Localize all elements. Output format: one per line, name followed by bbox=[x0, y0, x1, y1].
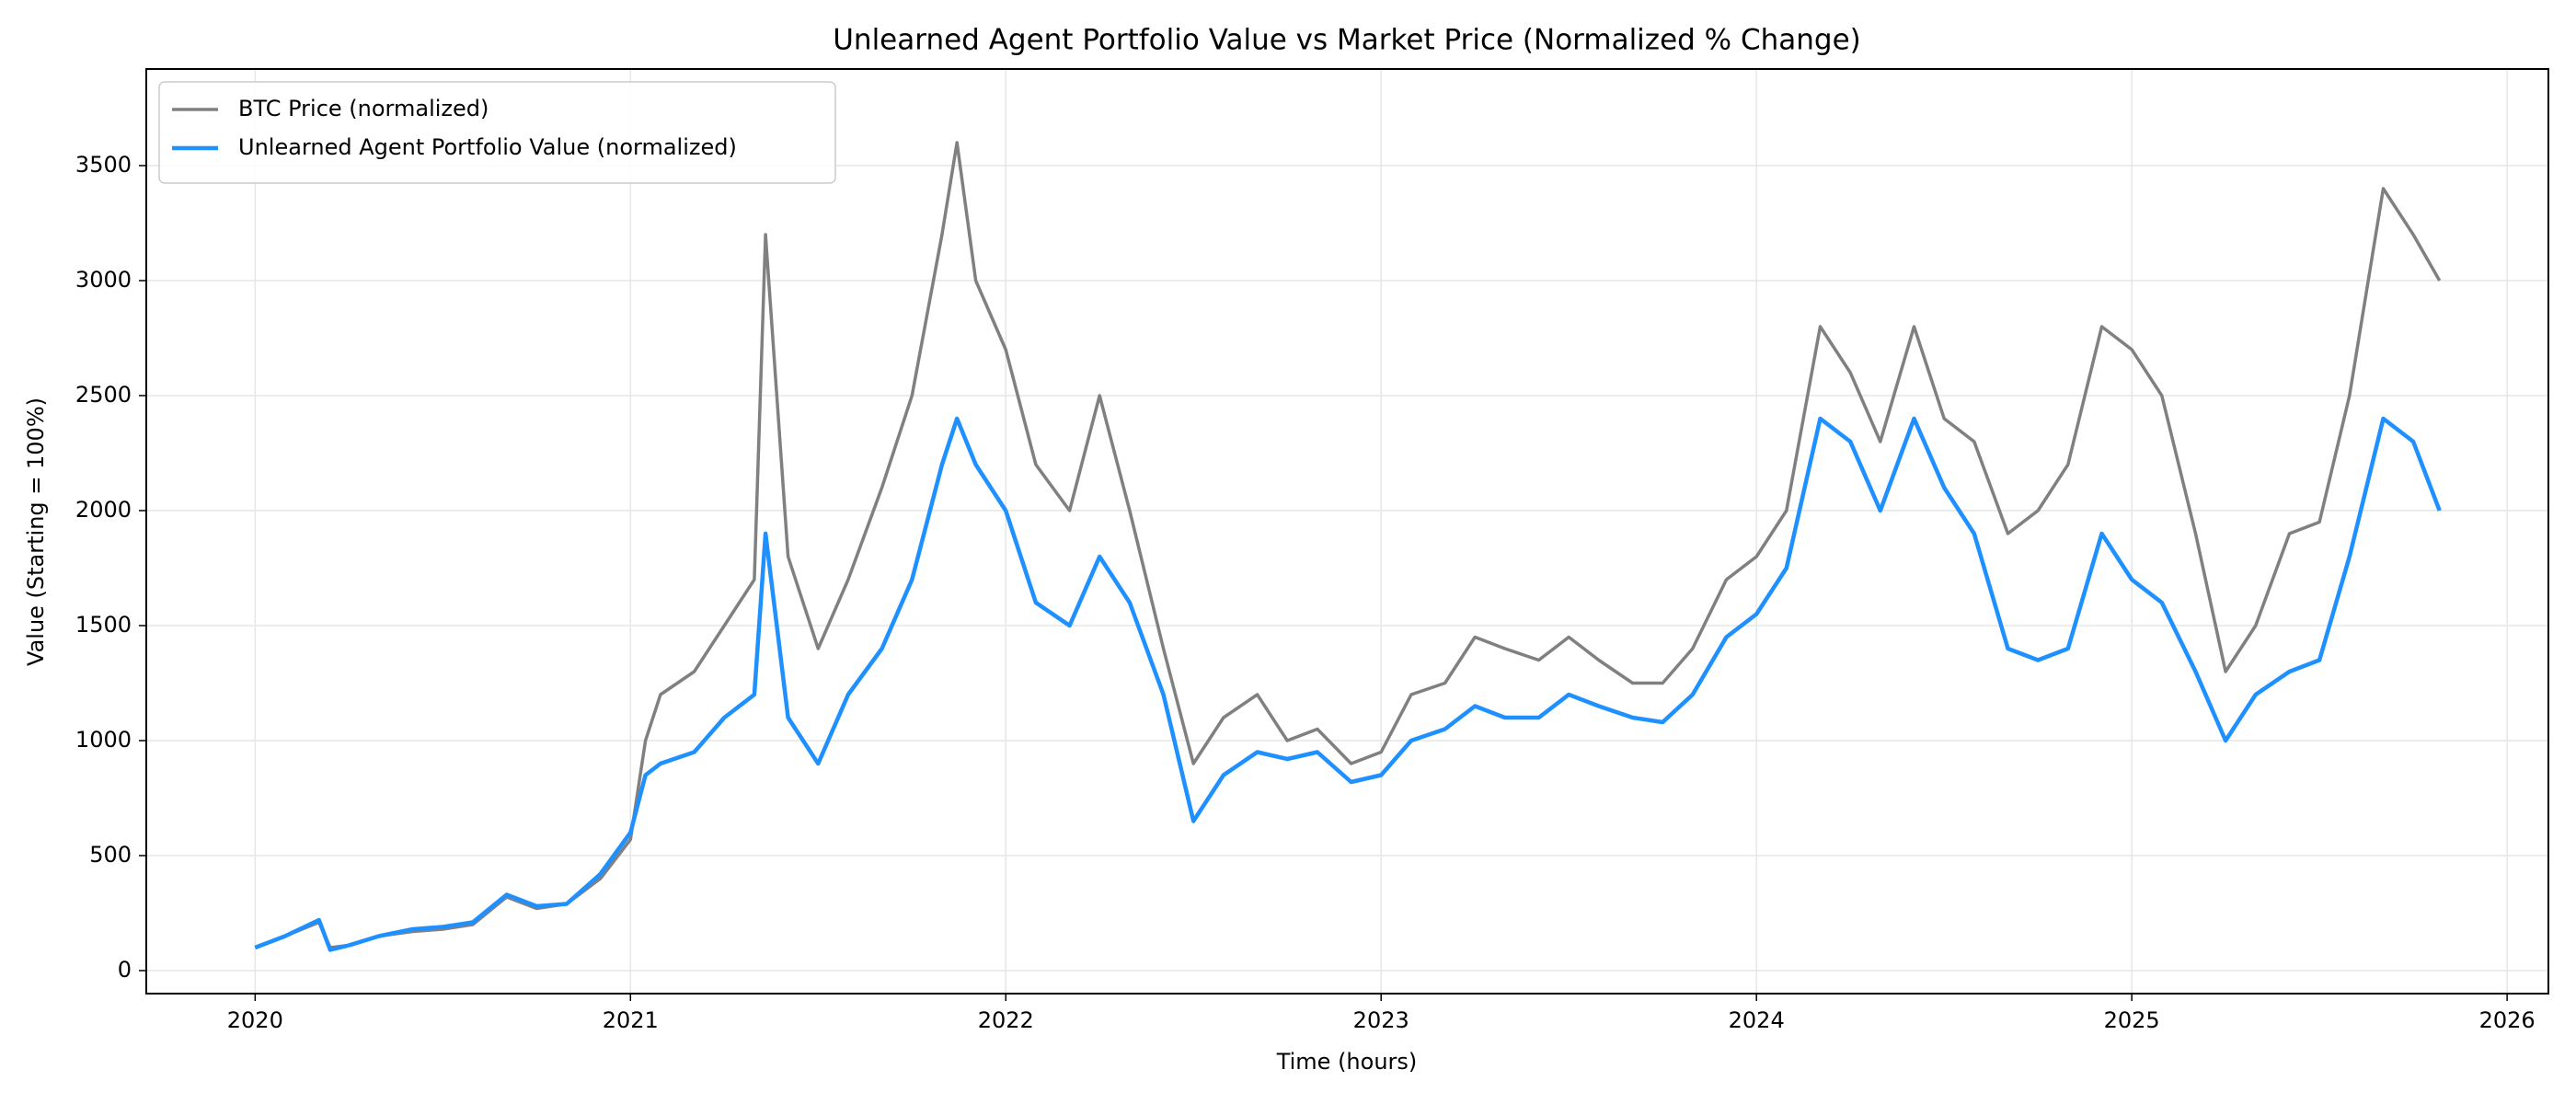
x-axis-label: Time (hours) bbox=[1276, 1049, 1418, 1075]
y-tick-label: 2000 bbox=[75, 497, 132, 523]
x-tick-label: 2025 bbox=[2104, 1007, 2160, 1033]
plot-frame bbox=[145, 68, 2549, 995]
x-tick-label: 2020 bbox=[227, 1007, 283, 1033]
y-tick-label: 500 bbox=[89, 842, 132, 868]
legend-box bbox=[158, 81, 836, 184]
y-axis-label: Value (Starting = 100%) bbox=[23, 397, 49, 666]
x-tick-label: 2022 bbox=[978, 1007, 1034, 1033]
legend: BTC Price (normalized) Unlearned Agent Po… bbox=[158, 81, 836, 184]
series-line bbox=[254, 141, 2442, 949]
y-tick-label: 0 bbox=[118, 957, 132, 983]
legend-label: Unlearned Agent Portfolio Value (normali… bbox=[238, 134, 737, 160]
legend-label: BTC Price (normalized) bbox=[238, 96, 489, 121]
y-tick-label: 3000 bbox=[75, 267, 132, 293]
x-tick-label: 2023 bbox=[1353, 1007, 1409, 1033]
series-line bbox=[254, 416, 2442, 952]
y-tick-label: 2500 bbox=[75, 382, 132, 408]
x-tick-label: 2024 bbox=[1729, 1007, 1785, 1033]
chart-title: Unlearned Agent Portfolio Value vs Marke… bbox=[833, 24, 1861, 57]
y-tick-label: 1000 bbox=[75, 727, 132, 753]
y-tick-label: 3500 bbox=[75, 152, 132, 178]
y-tick-label: 1500 bbox=[75, 612, 132, 638]
x-tick-label: 2026 bbox=[2479, 1007, 2536, 1033]
x-tick-label: 2021 bbox=[603, 1007, 659, 1033]
